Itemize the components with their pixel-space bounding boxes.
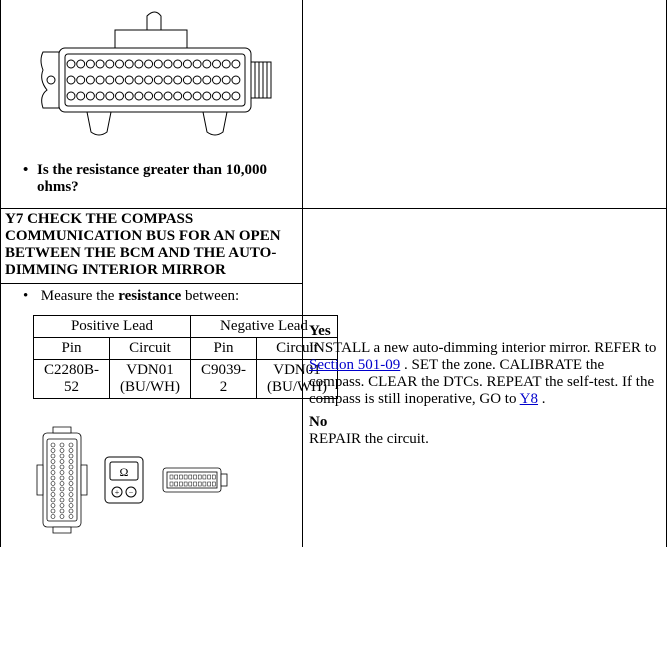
ohmmeter-icon: Ω + − <box>103 455 145 505</box>
svg-text:−: − <box>129 488 134 497</box>
answer-no-block: No REPAIR the circuit. <box>309 414 658 448</box>
resistance-question: Is the resistance greater than 10,000 oh… <box>37 162 294 196</box>
step-left-cell: (function(){ var svgns="http://www.w3.or… <box>1 0 303 208</box>
cell-circuit-pos: VDN01 (BU/WH) <box>110 360 191 399</box>
step-row-prev: (function(){ var svgns="http://www.w3.or… <box>1 0 667 209</box>
connector-diagram-small: (function(){ var svgns="http://www.w3.or… <box>159 460 229 500</box>
diagnostic-table: (function(){ var svgns="http://www.w3.or… <box>0 0 667 547</box>
link-section-501-09[interactable]: Section 501-09 <box>309 357 400 373</box>
step-row-y7: Y7 CHECK THE COMPASS COMMUNICATION BUS F… <box>1 209 667 547</box>
yes-label: Yes <box>309 323 331 339</box>
answer-yes-block: Yes INSTALL a new auto-dimming interior … <box>309 323 658 408</box>
svg-text:+: + <box>115 488 120 497</box>
instr-bold: resistance <box>118 288 181 304</box>
instruction-list: Measure the resistance between: <box>9 288 294 305</box>
step-right-cell-empty <box>303 0 667 208</box>
cell-pin-neg: C9039-2 <box>191 360 257 399</box>
instr-prefix: Measure the <box>41 288 118 304</box>
step-left-cell-y7: Y7 CHECK THE COMPASS COMMUNICATION BUS F… <box>1 209 303 547</box>
step-title: Y7 CHECK THE COMPASS COMMUNICATION BUS F… <box>1 209 302 284</box>
leads-col-pin2: Pin <box>191 338 257 360</box>
table-row: C2280B-52 VDN01 (BU/WH) C9039-2 VDN01 (B… <box>34 360 338 399</box>
diagram-row: (function(){ var svgns="http://www.w3.or… <box>35 425 294 535</box>
step-right-cell-y7: Yes INSTALL a new auto-dimming interior … <box>303 209 667 547</box>
no-text: REPAIR the circuit. <box>309 431 429 447</box>
leads-col-circuit1: Circuit <box>110 338 191 360</box>
instr-suffix: between: <box>181 288 239 304</box>
leads-table: Positive Lead Negative Lead Pin Circuit … <box>33 315 338 399</box>
no-label: No <box>309 414 327 430</box>
yes-text-after: . <box>538 391 546 407</box>
leads-col-pin1: Pin <box>34 338 110 360</box>
cell-pin-pos: C2280B-52 <box>34 360 110 399</box>
link-step-y8[interactable]: Y8 <box>520 391 538 407</box>
yes-text1: INSTALL a new auto-dimming interior mirr… <box>309 340 656 356</box>
svg-text:Ω: Ω <box>120 465 129 479</box>
question-list: Is the resistance greater than 10,000 oh… <box>9 162 294 196</box>
measure-instruction: Measure the resistance between: <box>37 288 294 305</box>
connector-diagram-large: (function(){ var svgns="http://www.w3.or… <box>37 10 277 150</box>
leads-group-positive: Positive Lead <box>34 316 191 338</box>
connector-diagram-vertical: (function(){ var svgns="http://www.w3.or… <box>35 425 89 535</box>
